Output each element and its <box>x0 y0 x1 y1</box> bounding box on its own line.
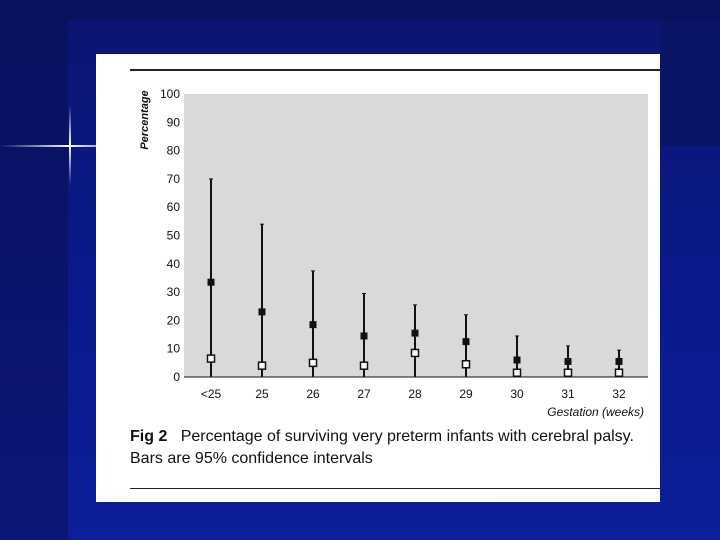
x-tick-label: 29 <box>459 387 473 401</box>
x-tick-label: 25 <box>255 387 269 401</box>
filled-square-marker <box>615 357 623 365</box>
filled-square-marker <box>513 356 521 364</box>
data-points <box>206 278 624 378</box>
x-tick-label: 26 <box>306 387 320 401</box>
y-tick-label: 0 <box>173 370 180 384</box>
figure-label: Fig 2 <box>130 428 168 445</box>
y-tick-label: 100 <box>160 87 180 101</box>
filled-square-marker <box>258 308 266 316</box>
figure-caption: Fig 2 Percentage of surviving very prete… <box>130 426 650 470</box>
x-tick-label: 30 <box>510 387 524 401</box>
x-tick-labels: <25 25 26 27 28 29 30 31 32 <box>201 387 626 401</box>
background-band-top <box>68 0 720 20</box>
figure-caption-text: Percentage of surviving very preterm inf… <box>130 428 634 467</box>
y-tick-label: 50 <box>167 229 181 243</box>
x-axis-label: Gestation (weeks) <box>547 405 644 419</box>
open-square-marker <box>512 368 522 378</box>
open-square-marker <box>614 368 624 378</box>
sparkle-decoration <box>0 105 140 185</box>
y-tick-label: 70 <box>167 172 181 186</box>
open-square-marker <box>563 368 573 378</box>
filled-square-marker <box>360 332 368 340</box>
open-square-marker <box>308 358 318 368</box>
open-square-marker <box>206 354 216 363</box>
y-tick-label: 60 <box>167 200 181 214</box>
bottom-rule <box>130 488 660 489</box>
x-tick-label: 28 <box>408 387 422 401</box>
x-tick-label: 31 <box>561 387 575 401</box>
background-band-right <box>660 20 720 146</box>
y-tick-label: 30 <box>167 285 181 299</box>
y-tick-label: 20 <box>167 313 181 327</box>
x-tick-label: 32 <box>612 387 626 401</box>
x-tick-label: 27 <box>357 387 371 401</box>
y-tick-label: 10 <box>167 342 181 356</box>
y-tick-label: 80 <box>167 144 181 158</box>
open-square-marker <box>257 361 267 370</box>
chart: Percentage Gestation (weeks) 0 10 20 30 40 50… <box>139 87 648 419</box>
filled-square-marker <box>411 329 419 337</box>
filled-square-marker <box>309 321 317 329</box>
top-rule <box>130 69 660 71</box>
filled-square-marker <box>207 278 215 286</box>
y-tick-label: 90 <box>167 115 181 129</box>
open-square-marker <box>410 348 420 358</box>
filled-square-marker <box>564 357 572 365</box>
open-square-marker <box>359 361 369 370</box>
filled-square-marker <box>462 338 470 346</box>
open-square-marker <box>461 360 471 369</box>
background-band-left <box>0 0 68 540</box>
y-tick-labels: 0 10 20 30 40 50 60 70 80 90 100 <box>160 87 180 384</box>
x-tick-label: <25 <box>201 387 222 401</box>
y-axis-label: Percentage <box>139 90 151 149</box>
y-tick-label: 40 <box>167 257 181 271</box>
figure-card: Percentage Gestation (weeks) 0 10 20 30 40 50… <box>96 54 660 502</box>
